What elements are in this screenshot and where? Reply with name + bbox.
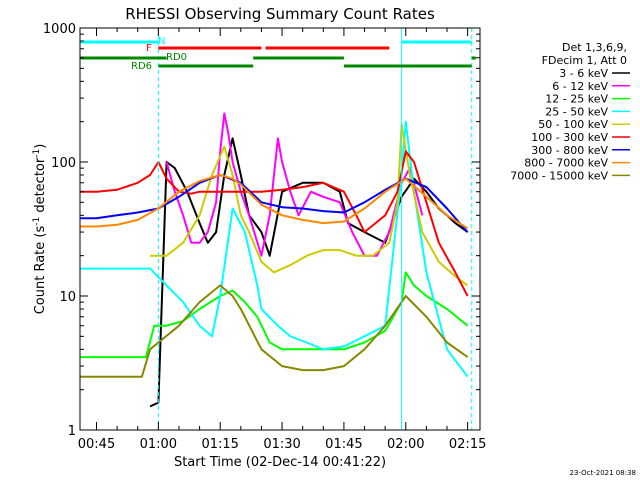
legend-entry-label-6-12-kev: 6 - 12 keV	[552, 80, 608, 93]
x-tick-label: 01:45	[325, 437, 362, 452]
legend-entry-label-7000-15000-kev: 7000 - 15000 keV	[510, 169, 608, 182]
y-axis-label-sup-2: -1	[32, 149, 42, 158]
x-axis-label: Start Time (02-Dec-14 00:41:22)	[174, 455, 386, 470]
y-axis-label-close: )	[33, 144, 48, 149]
legend-entry-label-25-50-kev: 25 - 50 keV	[545, 105, 608, 118]
legend-header-1: Det 1,3,6,9,	[562, 41, 627, 54]
y-axis-label: Count Rate (s-1 detector-1)	[32, 144, 48, 315]
chart-title: RHESSI Observing Summary Count Rates	[125, 5, 435, 23]
legend: Det 1,3,6,9, FDecim 1, Att 0 3 - 6 keV6 …	[510, 41, 630, 182]
flags-layer: NF RD0 RD6	[80, 28, 476, 430]
x-tick-label: 01:00	[140, 437, 177, 452]
flag-label-rd0: RD0	[166, 52, 187, 63]
plot-frame	[79, 27, 481, 431]
y-axis-label-main: Count Rate (s	[33, 226, 48, 315]
axes-layer: 1 10 100 1000 00:45 01:00 01:15 01:30 01:45 02:00…	[43, 22, 486, 452]
y-tick-label: 1000	[43, 22, 76, 37]
y-tick-label: 100	[51, 156, 76, 171]
flag-label-rd6: RD6	[131, 61, 152, 72]
series-line-12-25-kev	[80, 271, 469, 359]
flag-label-n: N	[158, 36, 165, 47]
x-tick-label: 02:15	[449, 437, 486, 452]
series-line-800-7000-kev	[80, 174, 469, 230]
x-tick-label: 01:15	[201, 437, 238, 452]
series-layer	[80, 112, 469, 408]
legend-entry-label-3-6-kev: 3 - 6 keV	[559, 67, 608, 80]
x-tick-label: 00:45	[78, 437, 115, 452]
legend-entry-label-12-25-kev: 12 - 25 keV	[545, 93, 608, 106]
y-axis-label-sup-1: -1	[32, 217, 42, 226]
y-tick-label: 10	[59, 290, 76, 305]
series-line-50-100-kev	[150, 123, 469, 287]
timestamp: 23-Oct-2021 08:38	[570, 469, 636, 477]
series-line-100-300-kev	[80, 150, 469, 297]
y-tick-label: 1	[68, 424, 76, 439]
legend-entry-label-100-300-kev: 100 - 300 keV	[531, 131, 608, 144]
x-tick-label: 02:00	[387, 437, 424, 452]
legend-entry-label-800-7000-kev: 800 - 7000 keV	[524, 157, 608, 170]
series-line-25-50-kev	[80, 120, 469, 378]
series-line-7000-15000-kev	[80, 284, 469, 378]
y-axis-label-tail: detector	[33, 157, 48, 217]
flag-label-f: F	[146, 43, 152, 54]
legend-entry-label-300-800-kev: 300 - 800 keV	[531, 144, 608, 157]
x-tick-label: 01:30	[263, 437, 300, 452]
legend-entry-label-50-100-kev: 50 - 100 keV	[538, 118, 608, 131]
legend-header-2: FDecim 1, Att 0	[542, 54, 627, 67]
